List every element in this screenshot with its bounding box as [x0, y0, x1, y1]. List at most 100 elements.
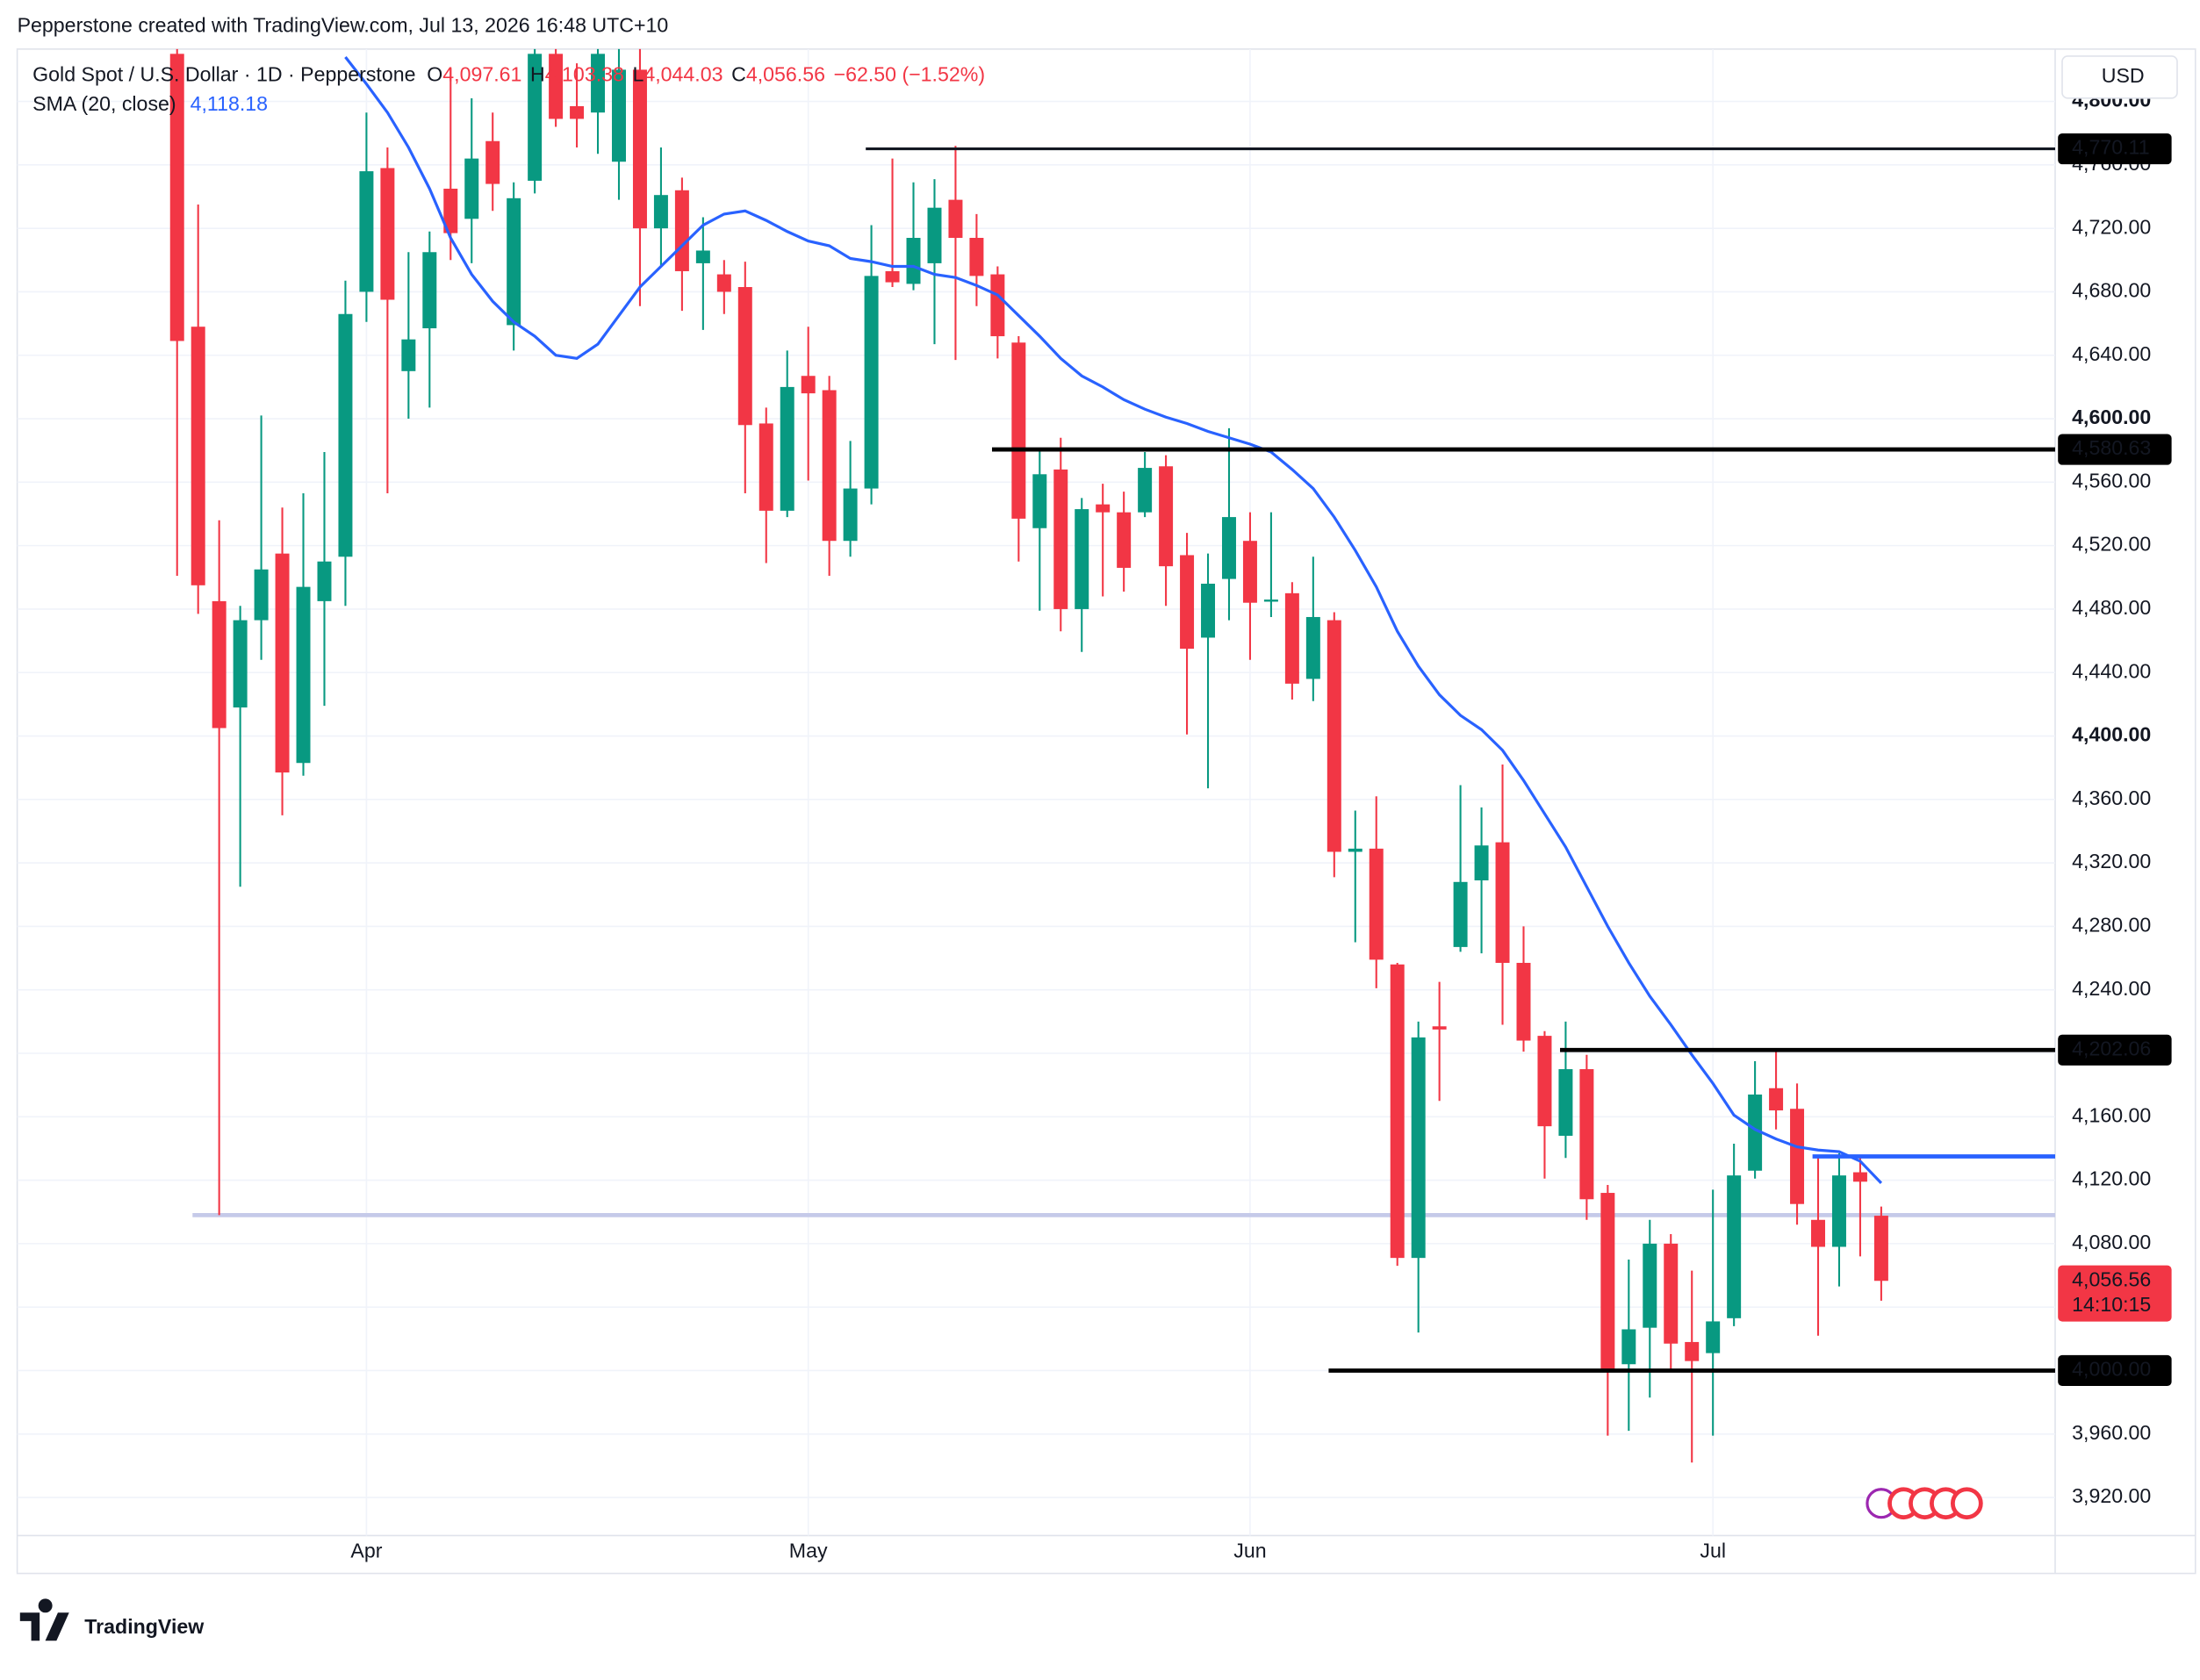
level-price-box — [2058, 434, 2172, 465]
y-tick-label: 3,920.00 — [2072, 1484, 2151, 1507]
level-price-box — [2058, 1034, 2172, 1066]
brand: TradingView — [84, 1615, 205, 1638]
candle-body — [507, 197, 521, 326]
y-tick-label: 4,080.00 — [2072, 1231, 2151, 1253]
candle-body — [1201, 584, 1216, 638]
candle-body — [801, 376, 816, 394]
candle-body — [716, 274, 731, 292]
candle-body — [653, 195, 668, 229]
y-tick-label: 4,720.00 — [2072, 215, 2151, 238]
y-tick-label: 4,680.00 — [2072, 279, 2151, 302]
y-tick-label: 4,320.00 — [2072, 850, 2151, 872]
ohlc-value: 4,103.38 — [545, 62, 624, 85]
candle-body — [359, 171, 374, 292]
candle-body — [254, 569, 269, 621]
candle-body — [1831, 1175, 1846, 1247]
candle-body — [758, 423, 773, 511]
ohlc-value: 4,056.56 — [746, 62, 825, 85]
candle-body — [1621, 1329, 1636, 1365]
candle-body — [233, 620, 248, 707]
candle-body — [1242, 541, 1257, 603]
candle-body — [443, 188, 458, 233]
ohlc-key: C — [731, 62, 746, 85]
y-tick-label: 4,160.00 — [2072, 1103, 2151, 1126]
ohlc-key: L — [632, 62, 643, 85]
candle-body — [1537, 1036, 1552, 1127]
candle-body — [1643, 1243, 1657, 1328]
candle-body — [948, 199, 963, 238]
candle-body — [570, 105, 585, 119]
candle-body — [864, 276, 879, 489]
candle-body — [632, 69, 647, 229]
y-tick-label: 4,640.00 — [2072, 342, 2151, 365]
x-tick-label: Jun — [1233, 1540, 1266, 1562]
candle-body — [843, 488, 858, 542]
ohlc-value: 4,097.61 — [442, 62, 521, 85]
candle-body — [1159, 466, 1174, 567]
level-price-box — [2058, 1354, 2172, 1387]
candle-body — [990, 274, 1005, 337]
symbol-title: Gold Spot / U.S. Dollar · 1D · Peppersto… — [32, 62, 415, 85]
candle-body — [1600, 1193, 1615, 1373]
candle-body — [1369, 848, 1384, 960]
candle-body — [822, 390, 837, 542]
level-price-label: 4,770.11 — [2072, 136, 2149, 159]
candle-body — [1305, 616, 1320, 679]
y-tick-label: 4,240.00 — [2072, 977, 2151, 1000]
change: −62.50 (−1.52%) — [834, 62, 986, 85]
candle-body — [674, 190, 689, 271]
candle-body — [1075, 509, 1089, 609]
event-icons — [1866, 1487, 1983, 1520]
last-price-box — [2058, 1265, 2172, 1322]
candle-body — [1790, 1109, 1805, 1204]
sma-line — [344, 55, 1883, 1184]
y-tick-label: 4,560.00 — [2072, 469, 2151, 492]
event-icon[interactable] — [1950, 1487, 1983, 1520]
candle-body — [1411, 1037, 1426, 1259]
candle-body — [422, 252, 437, 329]
candle-body — [296, 586, 311, 764]
currency-button[interactable] — [2061, 55, 2178, 99]
candle-body — [1664, 1243, 1679, 1344]
candle-body — [1432, 1026, 1447, 1030]
candle-body — [1117, 512, 1132, 568]
candle-body — [1706, 1321, 1721, 1353]
countdown: 14:10:15 — [2072, 1293, 2151, 1316]
candle-body — [1811, 1219, 1825, 1247]
source-note: Pepperstone created with TradingView.com… — [18, 13, 669, 36]
candle-body — [1873, 1216, 1888, 1282]
y-tick-label: 4,400.00 — [2072, 723, 2151, 746]
y-tick-label: 4,120.00 — [2072, 1167, 2151, 1190]
candle-body — [464, 158, 479, 219]
x-tick-label: Jul — [1700, 1540, 1726, 1562]
candle-body — [1326, 620, 1341, 852]
candle-body — [338, 313, 353, 557]
sma-value: 4,118.18 — [191, 92, 268, 115]
candle-body — [485, 140, 500, 184]
candle-body — [1221, 517, 1236, 579]
candle-body — [780, 386, 794, 511]
candle-body — [906, 237, 921, 284]
candle-body — [1852, 1172, 1867, 1182]
ohlc-value: 4,044.03 — [643, 62, 723, 85]
candle-body — [1348, 848, 1362, 852]
level-price-label: 4,202.06 — [2072, 1037, 2151, 1059]
currency[interactable]: USD — [2102, 64, 2145, 87]
y-tick-label: 4,480.00 — [2072, 596, 2151, 619]
chart-frame — [16, 48, 2196, 1575]
candle-body — [695, 250, 710, 263]
candle-body — [1011, 342, 1026, 519]
candle-body — [1180, 555, 1195, 650]
candle-body — [212, 600, 226, 729]
candle-body — [528, 54, 543, 181]
candle-body — [1263, 599, 1278, 602]
candle-body — [1053, 469, 1068, 609]
candle-body — [1096, 504, 1111, 513]
sma-legend: SMA (20, close) 4,118.18 — [32, 92, 268, 115]
candle-body — [169, 54, 184, 341]
y-tick-label: 4,360.00 — [2072, 786, 2151, 809]
logo-mark — [19, 1598, 69, 1641]
